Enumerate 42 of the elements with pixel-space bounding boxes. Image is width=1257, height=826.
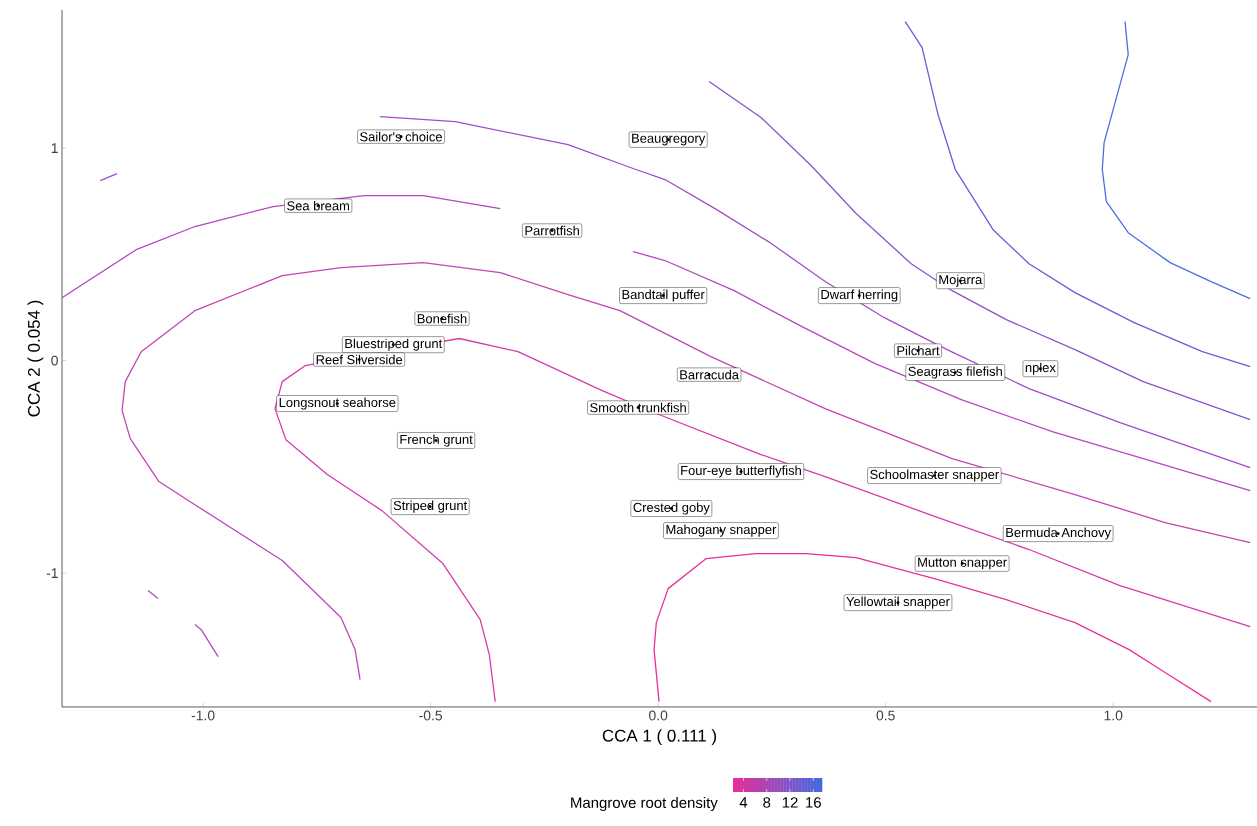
y-tick-label: -1 (46, 568, 58, 578)
x-tick-label: -0.5 (419, 710, 443, 721)
data-label: Longsnout seahorse (279, 397, 396, 410)
color-bar-label: 4 (739, 797, 748, 808)
data-label: Mojarra (939, 274, 983, 287)
color-bar-label: 12 (782, 797, 798, 808)
data-label: Sea bream (287, 200, 350, 211)
data-label: Bandtail puffer (622, 289, 705, 302)
data-label: Parrotfish (525, 225, 579, 236)
data-label: Yellowtail snapper (846, 596, 950, 609)
data-label: Sailor's choice (360, 131, 442, 142)
data-label: French grunt (400, 434, 473, 447)
x-tick-label: 0.0 (649, 710, 668, 721)
data-label: Striped grunt (393, 500, 468, 513)
data-label: Pilchart (897, 345, 940, 356)
data-label: Dwarf herring (821, 289, 898, 302)
data-label: Barracuda (680, 369, 739, 380)
data-label: Seagrass filefish (908, 366, 1002, 379)
color-bar-label: 16 (806, 797, 821, 808)
color-bar-label: 8 (763, 797, 771, 808)
y-tick-label: 1 (51, 143, 58, 153)
data-label: Bonefish (417, 313, 467, 324)
x-tick-label: -1.0 (191, 710, 215, 721)
x-axis-title: CCA 1 ( 0.111 ) (602, 729, 717, 745)
y-tick-label: 0 (51, 355, 58, 366)
data-label: Beaugregory (632, 133, 706, 146)
data-label: Smooth trunkfish (590, 402, 686, 413)
x-tick-label: 0.5 (876, 710, 895, 721)
data-label: Crested goby (633, 502, 710, 515)
x-tick-label: 1.0 (1104, 710, 1123, 721)
data-label: Mutton snapper (918, 557, 1007, 570)
data-label: Mahogany snapper (666, 524, 777, 537)
color-bar-title: Mangrove root density (571, 797, 718, 811)
line-series (653, 552, 1212, 703)
line-series (1101, 21, 1251, 300)
y-axis-title: CCA 2 ( 0.054 ) (27, 300, 44, 417)
data-label: Schoolmaster snapper (870, 469, 999, 482)
data-label: Bluestriped grunt (345, 338, 443, 351)
data-label: Bermuda Anchovy (1006, 527, 1112, 540)
data-label: Reef Silverside (316, 354, 403, 365)
line-series (121, 261, 1251, 681)
data-label: Four-eye butterflyfish (681, 465, 801, 478)
